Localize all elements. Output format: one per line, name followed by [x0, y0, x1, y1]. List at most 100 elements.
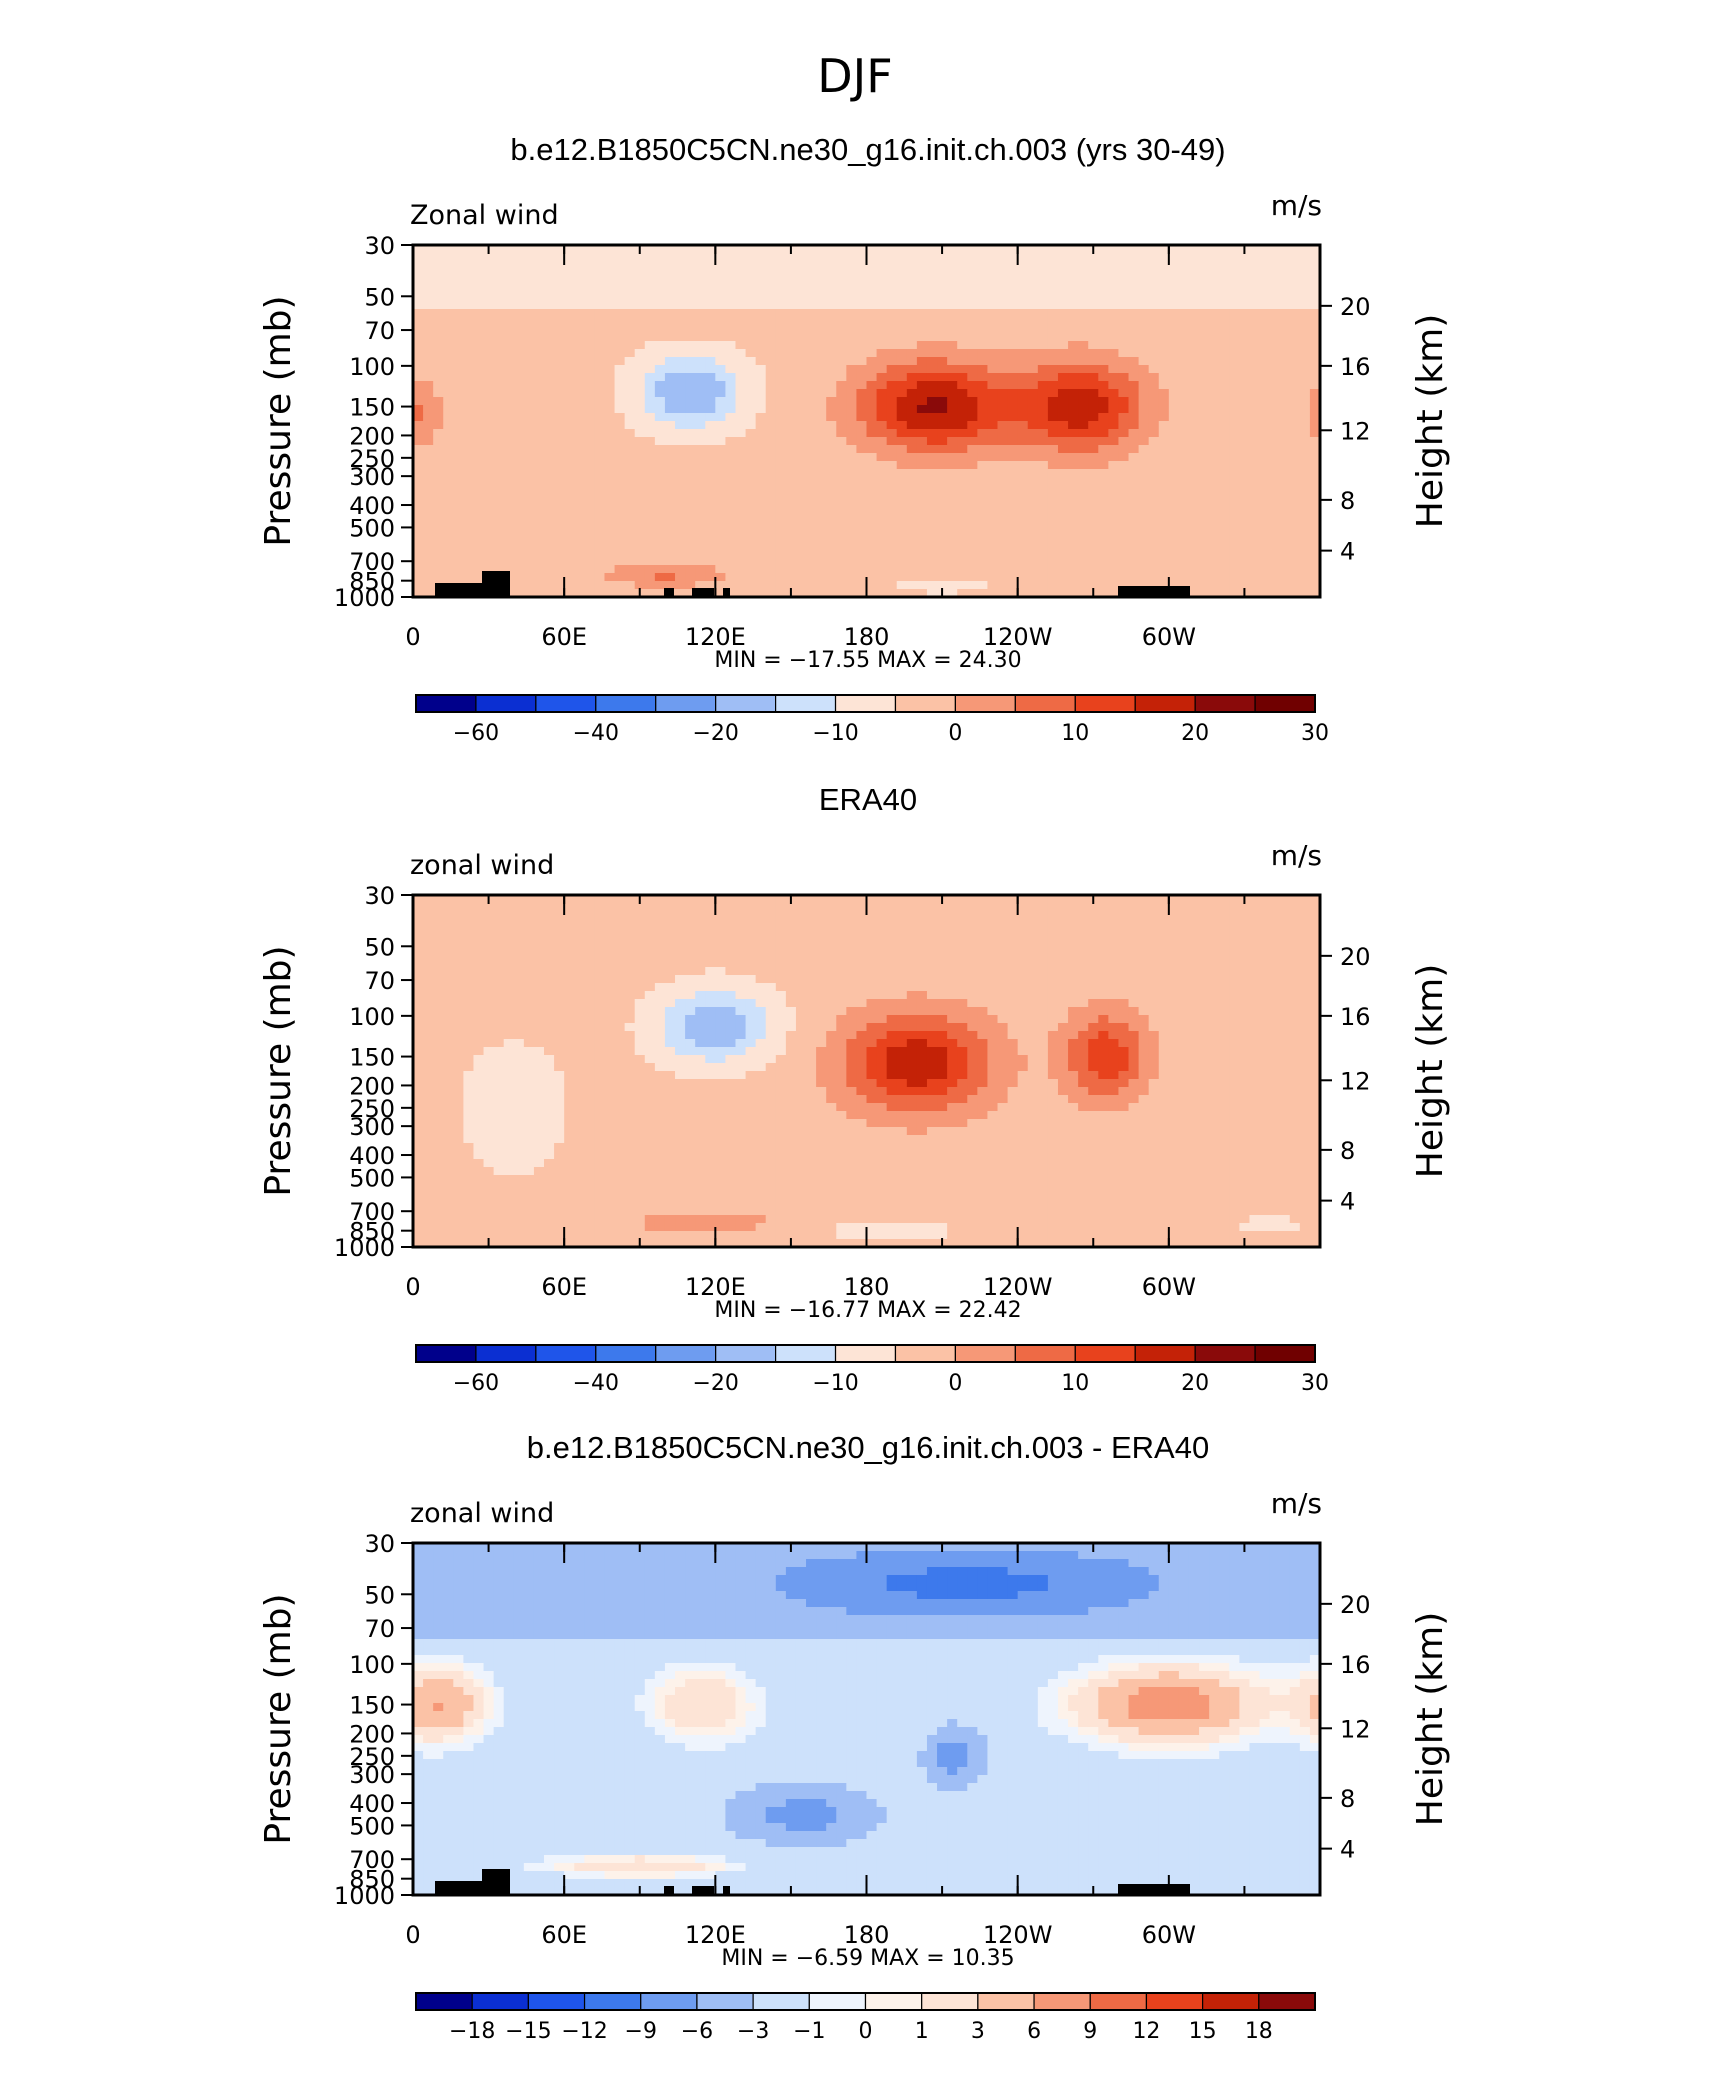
field-cell	[493, 325, 505, 334]
field-cell	[856, 509, 868, 518]
field-cell	[947, 437, 958, 446]
field-cell	[826, 381, 837, 390]
field-cell	[473, 573, 485, 582]
field-cell	[1047, 959, 1059, 968]
field-cell	[987, 325, 999, 334]
field-cell	[1158, 261, 1170, 270]
field-cell	[493, 903, 505, 912]
field-cell	[1128, 253, 1140, 262]
field-cell	[1229, 461, 1240, 470]
field-cell	[1057, 445, 1069, 454]
field-cell	[1017, 581, 1029, 590]
field-cell	[473, 951, 485, 960]
field-cell	[866, 967, 878, 976]
field-cell	[604, 943, 616, 952]
field-cell	[433, 357, 444, 366]
field-cell	[1279, 927, 1291, 936]
field-cell	[836, 911, 847, 920]
field-cell	[1027, 549, 1039, 558]
field-cell	[685, 557, 696, 566]
field-cell	[1199, 493, 1210, 502]
field-cell	[1108, 317, 1120, 326]
field-cell	[523, 549, 535, 558]
field-cell	[886, 533, 898, 542]
field-cell	[846, 469, 858, 478]
field-cell	[1118, 525, 1130, 534]
field-cell	[443, 935, 454, 944]
field-cell	[513, 469, 525, 478]
field-cell	[1249, 477, 1261, 486]
field-cell	[523, 573, 535, 582]
field-cell	[795, 967, 807, 976]
field-cell	[523, 405, 535, 414]
field-cell	[513, 381, 525, 390]
field-cell	[1199, 429, 1210, 438]
field-cell	[715, 413, 727, 422]
field-cell	[1118, 293, 1130, 302]
field-cell	[1148, 927, 1160, 936]
field-cell	[695, 959, 706, 968]
field-cell	[1158, 397, 1170, 406]
field-cell	[1168, 421, 1180, 430]
field-cell	[664, 253, 676, 262]
field-cell	[795, 501, 807, 510]
field-cell	[997, 277, 1009, 286]
field-cell	[1309, 951, 1321, 960]
field-cell	[926, 445, 938, 454]
field-cell	[523, 301, 535, 310]
field-cell	[806, 541, 817, 550]
field-cell	[1138, 461, 1150, 470]
field-cell	[926, 573, 938, 582]
field-cell	[816, 429, 827, 438]
field-cell	[453, 253, 464, 262]
field-cell	[755, 341, 767, 350]
field-cell	[765, 461, 777, 470]
field-cell	[1168, 317, 1180, 326]
field-cell	[463, 453, 475, 462]
field-cell	[1188, 429, 1200, 438]
field-cell	[1289, 485, 1301, 494]
field-cell	[967, 895, 978, 904]
field-cell	[433, 445, 444, 454]
field-cell	[906, 437, 918, 446]
field-cell	[806, 573, 817, 582]
field-cell	[1279, 549, 1291, 558]
field-cell	[483, 413, 495, 422]
field-cell	[453, 919, 464, 928]
field-cell	[443, 333, 454, 342]
field-cell	[523, 421, 535, 430]
field-cell	[675, 911, 686, 920]
field-cell	[775, 967, 787, 976]
field-cell	[423, 285, 434, 294]
field-cell	[886, 453, 898, 462]
field-cell	[947, 429, 958, 438]
field-cell	[544, 485, 555, 494]
field-cell	[675, 557, 686, 566]
field-cell	[1309, 429, 1321, 438]
field-cell	[775, 943, 787, 952]
field-cell	[987, 269, 999, 278]
field-cell	[1047, 919, 1059, 928]
field-cell	[554, 325, 565, 334]
field-cell	[1098, 541, 1109, 550]
field-cell	[826, 903, 837, 912]
field-cell	[745, 469, 757, 478]
field-cell	[826, 421, 837, 430]
field-cell	[1037, 285, 1049, 294]
field-cell	[1229, 469, 1240, 478]
field-cell	[675, 469, 686, 478]
field-cell	[775, 461, 787, 470]
field-cell	[1199, 517, 1210, 526]
field-cell	[523, 517, 535, 526]
field-cell	[806, 325, 817, 334]
field-cell	[513, 301, 525, 310]
field-cell	[564, 903, 575, 912]
field-cell	[1219, 389, 1230, 398]
field-cell	[675, 325, 686, 334]
field-cell	[1239, 911, 1251, 920]
field-cell	[695, 365, 706, 374]
field-cell	[1289, 445, 1301, 454]
field-cell	[1158, 293, 1170, 302]
field-cell	[1259, 373, 1271, 382]
field-cell	[604, 245, 616, 254]
